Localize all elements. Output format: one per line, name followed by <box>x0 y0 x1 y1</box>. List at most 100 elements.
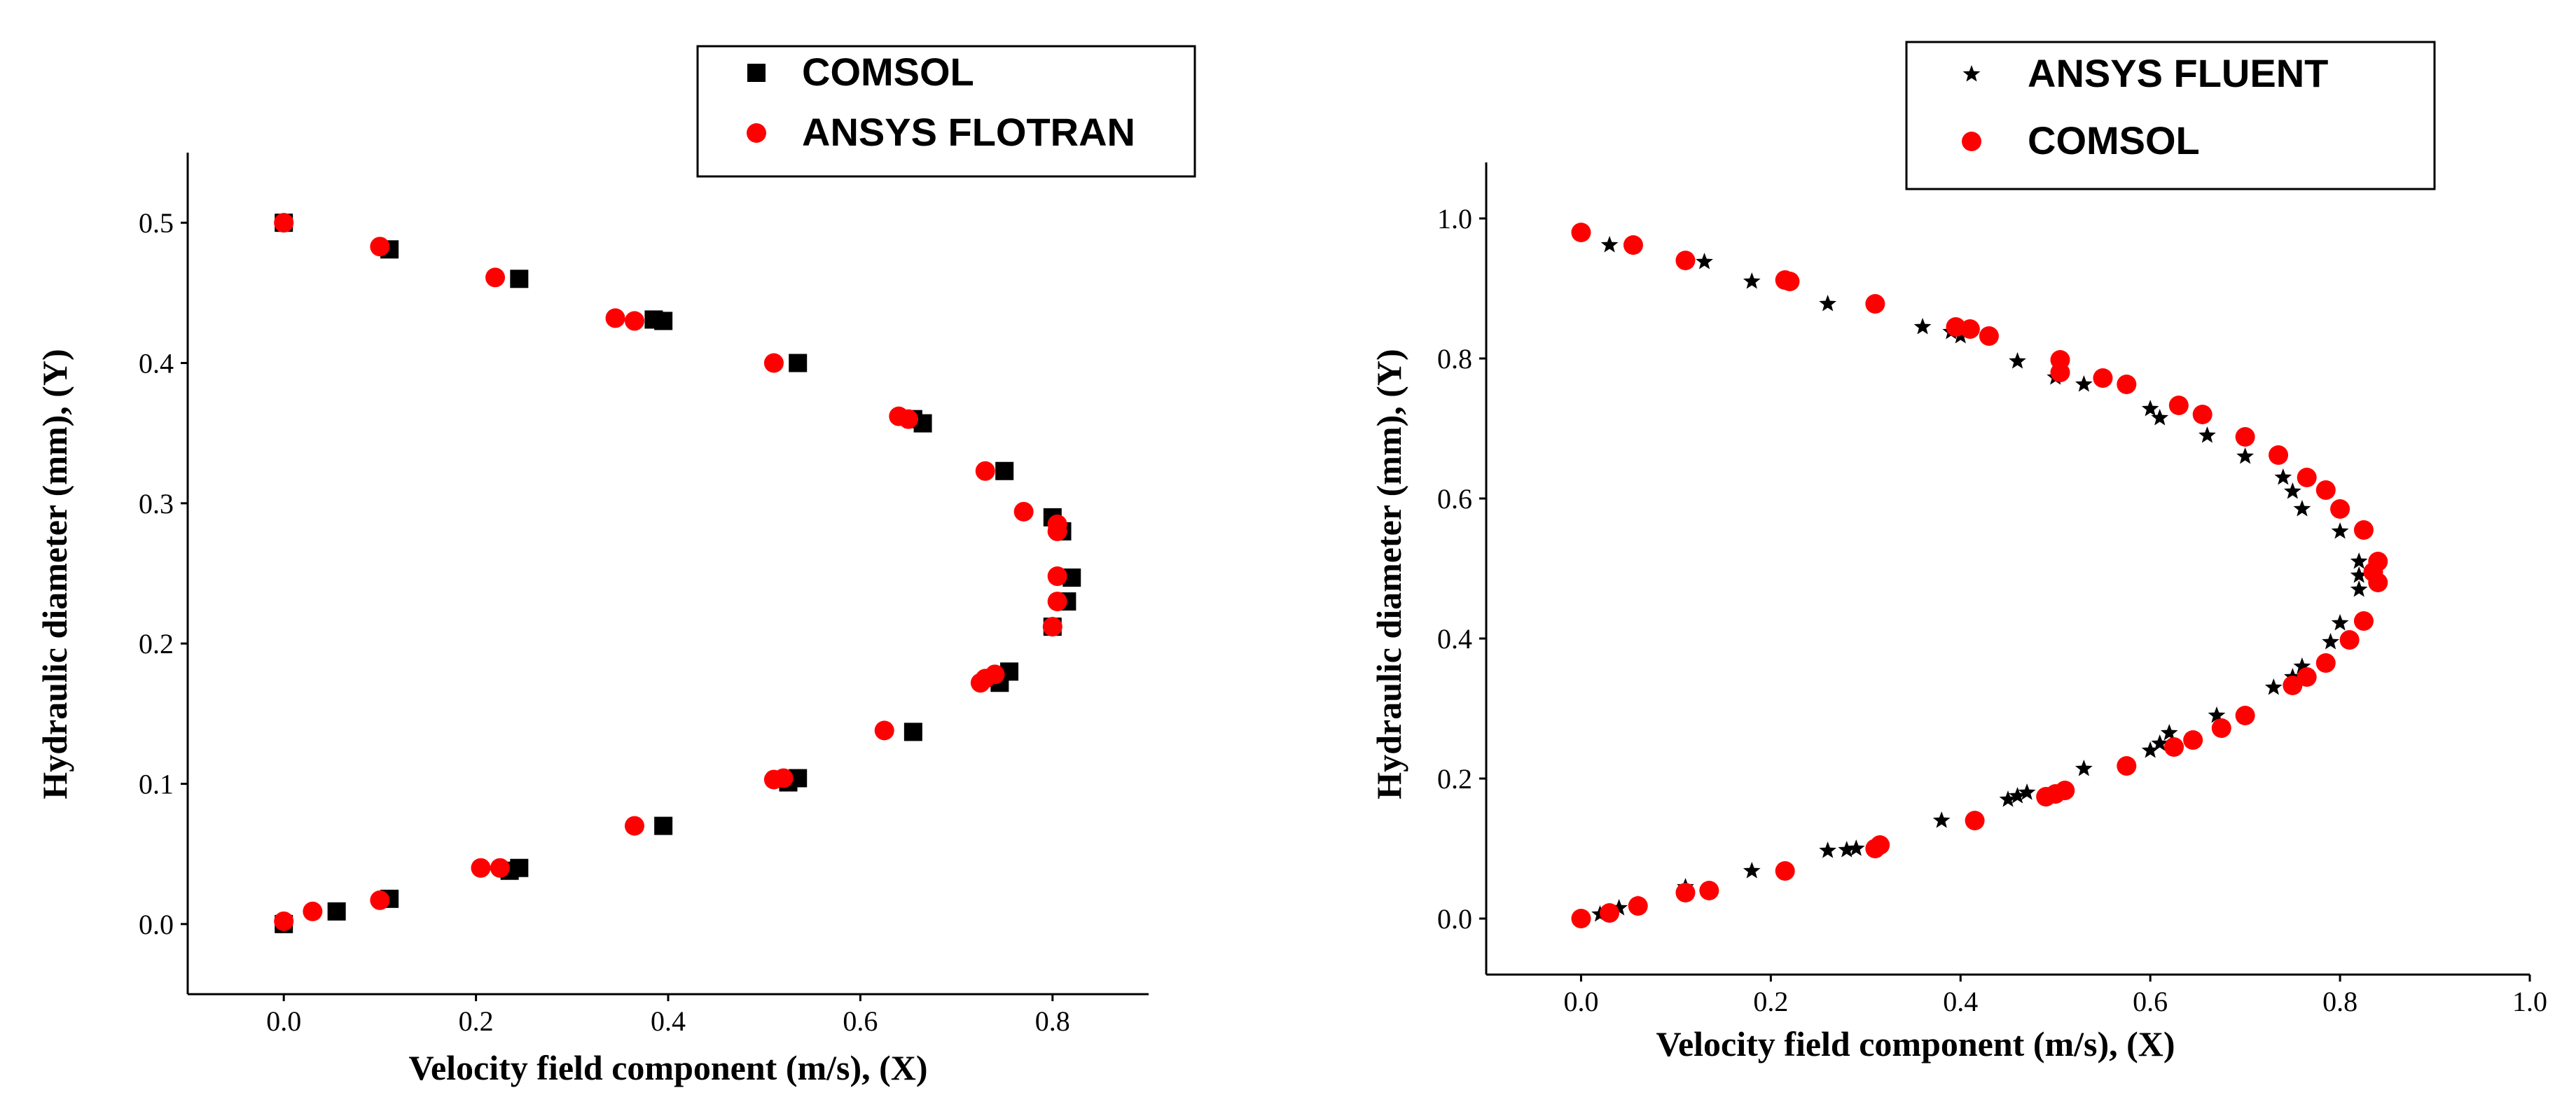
legend: ANSYS FLUENT COMSOL <box>1905 41 2436 190</box>
x-tick-label: 0.0 <box>266 1005 301 1037</box>
series-ansys-flotran <box>274 213 1067 931</box>
data-point <box>995 461 1014 480</box>
data-point <box>1743 272 1761 289</box>
data-point <box>1819 295 1836 312</box>
data-point <box>624 816 644 836</box>
data-point <box>485 267 506 288</box>
data-point <box>1047 592 1067 612</box>
data-point <box>2151 734 2169 751</box>
legend-box <box>1905 41 2436 190</box>
x-tick-label: 0.6 <box>843 1005 878 1037</box>
data-point <box>2211 718 2231 738</box>
data-point <box>2315 653 2336 673</box>
y-tick-label: 0.6 <box>1437 483 1472 515</box>
data-point <box>2236 447 2254 464</box>
data-point <box>2151 409 2169 426</box>
data-point <box>1628 896 1648 916</box>
data-point <box>2141 400 2159 417</box>
data-point <box>2235 706 2255 725</box>
legend-marker <box>1962 65 1981 82</box>
data-point <box>2331 614 2349 631</box>
data-point <box>1979 326 1999 346</box>
data-point <box>1819 842 1836 858</box>
data-point <box>1047 521 1067 541</box>
x-tick-label: 0.8 <box>1035 1005 1070 1037</box>
data-point <box>1610 899 1628 916</box>
data-point <box>2315 480 2336 500</box>
data-point <box>1999 790 2017 807</box>
data-point <box>1571 223 1591 242</box>
x-tick-label: 0.4 <box>651 1005 686 1037</box>
y-tick-label: 0.4 <box>139 348 174 379</box>
data-point <box>2235 427 2255 447</box>
data-point <box>2353 611 2374 631</box>
data-point <box>874 720 894 741</box>
data-point <box>370 237 390 257</box>
data-point <box>2331 522 2349 539</box>
legend-label: ANSYS FLOTRAN <box>802 110 1135 154</box>
data-point <box>1838 841 1856 858</box>
x-tick-label: 0.0 <box>1563 986 1598 1017</box>
data-point <box>2141 741 2159 758</box>
x-tick-label: 0.2 <box>1753 986 1788 1017</box>
x-tick-label: 0.4 <box>1943 986 1978 1017</box>
data-point <box>1675 883 1696 902</box>
y-tick-label: 0.0 <box>1437 903 1472 935</box>
data-point <box>2198 426 2216 443</box>
data-point <box>1913 318 1932 335</box>
data-point <box>303 901 323 921</box>
data-point <box>1571 909 1591 928</box>
legend-label: COMSOL <box>802 50 974 94</box>
data-point <box>490 858 510 878</box>
data-point <box>789 354 808 372</box>
data-point <box>274 213 294 233</box>
legend-marker <box>747 123 766 143</box>
data-point <box>2350 566 2368 583</box>
y-tick-label: 0.5 <box>139 207 174 239</box>
legend-box <box>696 45 1196 178</box>
data-point <box>1696 253 1713 270</box>
data-point <box>1600 236 1619 253</box>
data-point <box>2208 706 2226 723</box>
data-point <box>2164 737 2184 757</box>
data-point <box>1932 811 1951 828</box>
data-point <box>2293 657 2311 674</box>
data-point <box>1699 881 1719 900</box>
data-point <box>471 858 491 878</box>
data-point <box>1960 319 1980 339</box>
x-tick-label: 0.2 <box>459 1005 494 1037</box>
data-point <box>1847 839 1865 856</box>
data-point <box>2050 363 2070 382</box>
series-comsol <box>275 214 1081 933</box>
data-point <box>654 312 673 330</box>
y-tick-label: 0.0 <box>139 909 174 940</box>
chart-2: 0.0 0.2 0.4 0.6 0.8 1.0 0.0 0.2 0.4 0.6 0.8 1.0 Velo… <box>1369 41 2547 1063</box>
data-point <box>2293 500 2311 517</box>
y-axis-title: Hydraulic diameter (mm), (Y) <box>35 349 74 799</box>
data-point <box>970 673 990 693</box>
x-tick-label: 0.6 <box>2133 986 2168 1017</box>
data-point <box>975 461 995 481</box>
data-point <box>370 890 390 910</box>
y-tick-label: 0.1 <box>139 769 174 800</box>
y-tick-label: 1.0 <box>1437 203 1472 235</box>
data-point <box>274 911 294 931</box>
data-point <box>2117 375 2137 394</box>
data-point <box>2330 499 2350 519</box>
legend-marker <box>747 64 766 82</box>
y-tick-label: 0.8 <box>1437 343 1472 375</box>
data-point <box>2350 552 2368 569</box>
legend-label: COMSOL <box>2028 118 2200 162</box>
data-point <box>510 270 529 288</box>
legend-marker <box>1962 132 1981 151</box>
data-point <box>624 311 644 331</box>
y-tick-label: 0.3 <box>139 488 174 519</box>
data-point <box>899 409 918 429</box>
data-point <box>2283 676 2303 695</box>
data-point <box>1865 294 1885 314</box>
data-point <box>2018 783 2036 800</box>
data-point <box>2075 375 2093 392</box>
data-point <box>2284 482 2301 499</box>
data-point <box>1042 617 1062 637</box>
data-point <box>2093 368 2113 388</box>
